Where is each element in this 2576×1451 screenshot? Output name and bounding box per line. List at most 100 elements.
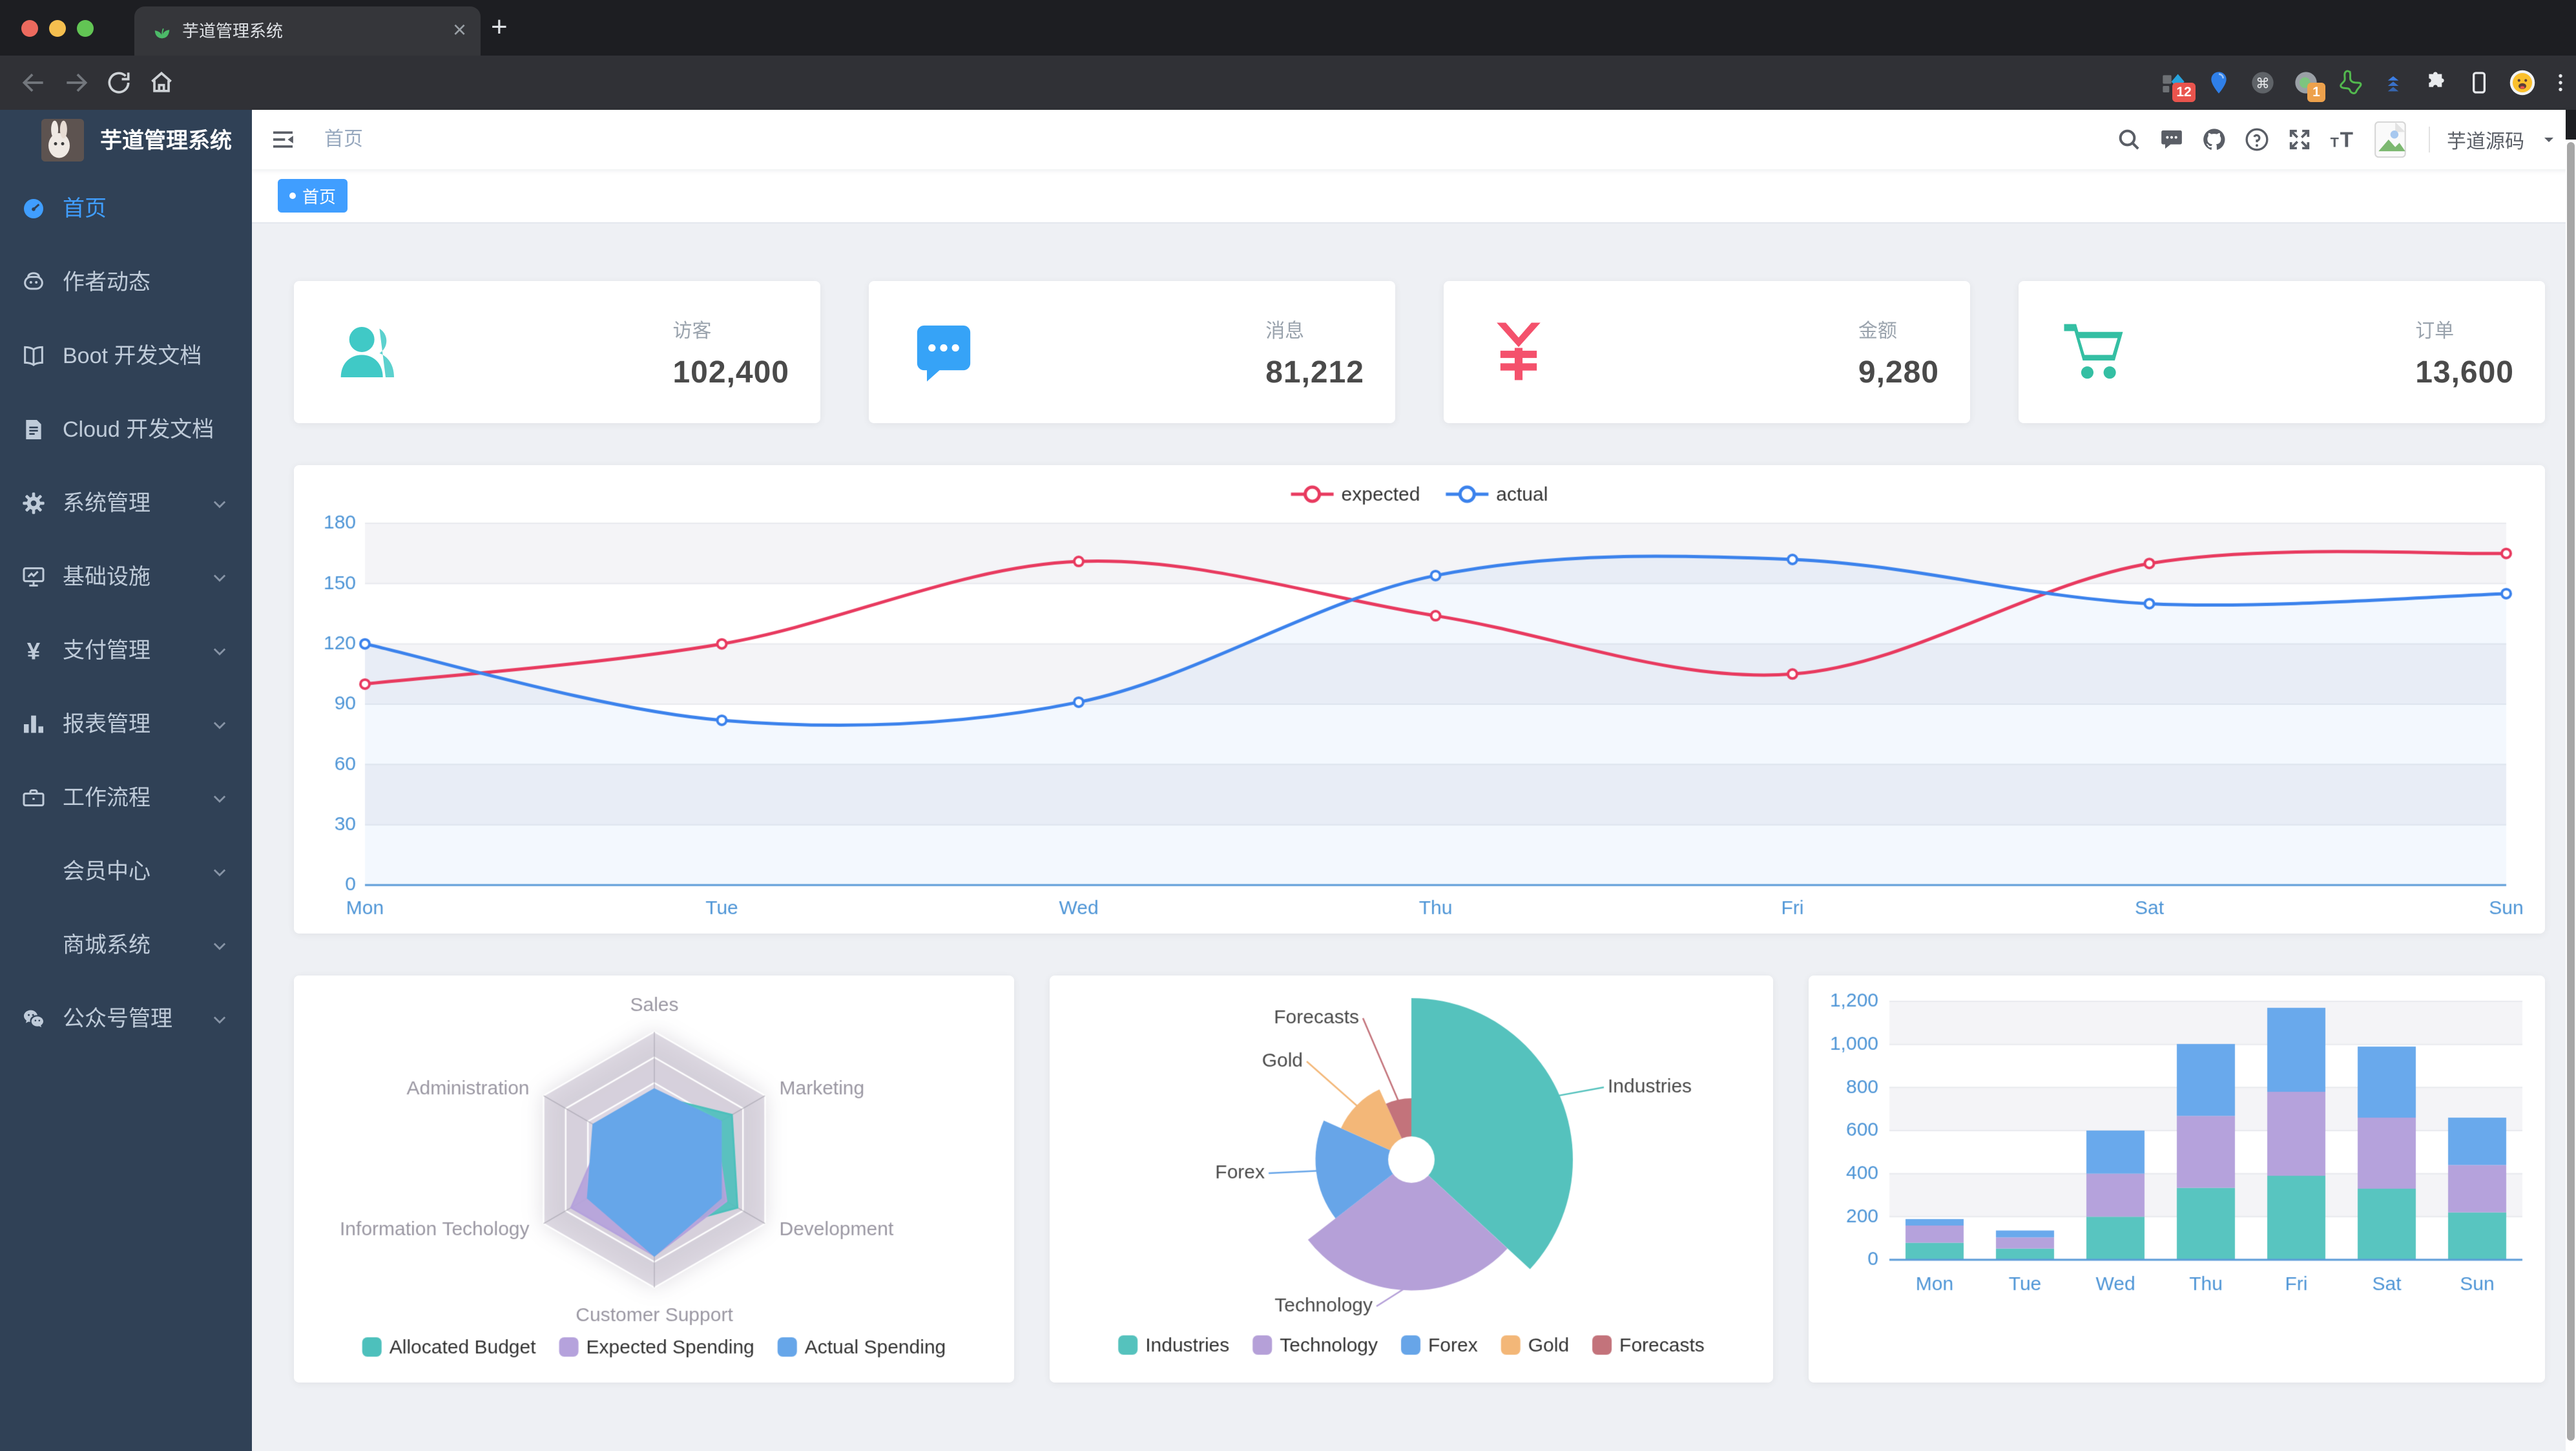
- home-icon[interactable]: [147, 68, 176, 97]
- chevron-down-icon: [213, 501, 226, 508]
- logo-title: 芋道管理系统: [100, 129, 232, 153]
- chevron-down-icon: [213, 574, 226, 582]
- sidebar-item-mall-system[interactable]: 商城系统: [0, 908, 252, 982]
- scrollbar-cap: [2566, 110, 2576, 140]
- message-icon[interactable]: [2159, 127, 2185, 152]
- sidebar: 芋道管理系统 首页 作者动态 Boot 开发文档 Cloud 开发文档 系统管理: [0, 110, 252, 1451]
- line-chart-card: [294, 465, 2545, 934]
- chevron-down-icon: [213, 648, 226, 656]
- sidebar-item-system[interactable]: 系统管理: [0, 466, 252, 540]
- tag-active-dot: [289, 193, 296, 199]
- chevron-down-icon: [213, 869, 226, 877]
- app: 芋道管理系统 首页 作者动态 Boot 开发文档 Cloud 开发文档 系统管理: [0, 110, 2576, 1451]
- stat-label: 订单: [2415, 320, 2455, 342]
- user-avatar[interactable]: [2372, 120, 2412, 160]
- new-tab-button[interactable]: +: [491, 11, 508, 43]
- sidebar-item-author[interactable]: 作者动态: [0, 245, 252, 319]
- caret-down-icon[interactable]: [2541, 132, 2557, 147]
- sidebar-item-label: 工作流程: [63, 786, 151, 810]
- scrollbar-thumb[interactable]: [2567, 142, 2575, 1441]
- extension-chevrons-icon[interactable]: [2380, 70, 2406, 96]
- svg-text:T: T: [2331, 134, 2339, 151]
- fullscreen-icon[interactable]: [2287, 127, 2312, 152]
- radar-chart-card: [294, 976, 1014, 1383]
- sidebar-item-label: Cloud 开发文档: [63, 417, 214, 442]
- yen-icon: ¥: [27, 638, 41, 663]
- sidebar-item-wechat-mp[interactable]: 公众号管理: [0, 982, 252, 1056]
- author-icon: [24, 272, 43, 290]
- book-icon: [24, 346, 43, 366]
- window-zoom-button[interactable]: [77, 20, 94, 37]
- browser-tabstrip: 芋道管理系统 × +: [0, 0, 2576, 56]
- stat-card-messages[interactable]: 消息 81,212: [869, 281, 1395, 423]
- tab-close-icon[interactable]: ×: [452, 16, 466, 43]
- chevron-down-icon: [213, 1016, 226, 1024]
- sidebar-item-label: 商城系统: [63, 933, 151, 957]
- browser-tab[interactable]: 芋道管理系统 ×: [134, 6, 481, 56]
- user-name[interactable]: 芋道源码: [2447, 131, 2524, 152]
- extension-badge: 12: [2172, 83, 2196, 102]
- tab-title: 芋道管理系统: [182, 21, 284, 41]
- sidebar-item-home[interactable]: 首页: [0, 172, 252, 245]
- sidebar-item-boot-docs[interactable]: Boot 开发文档: [0, 319, 252, 393]
- sidebar-item-label: 支付管理: [63, 638, 151, 663]
- stat-card-visitors[interactable]: 访客 102,400: [294, 281, 820, 423]
- stat-label: 访客: [672, 320, 712, 342]
- extension-star-icon[interactable]: [2337, 70, 2363, 96]
- search-icon[interactable]: [2116, 127, 2142, 152]
- tag-label: 首页: [302, 187, 337, 207]
- back-icon[interactable]: [19, 68, 48, 97]
- extension-command-icon[interactable]: ⌘: [2250, 70, 2276, 96]
- bar-chart-icon: [24, 715, 43, 733]
- sidebar-item-label: Boot 开发文档: [63, 344, 202, 368]
- stat-value: 81,212: [1265, 355, 1364, 390]
- device-toolbar-icon[interactable]: [2466, 70, 2492, 96]
- money-icon: [1497, 322, 1541, 381]
- svg-text:¥: ¥: [27, 638, 41, 663]
- stat-label: 消息: [1265, 320, 1305, 342]
- monitor-icon: [23, 567, 45, 587]
- stat-value: 9,280: [1858, 355, 1939, 390]
- breadcrumb[interactable]: 首页: [324, 129, 363, 150]
- tag-home[interactable]: 首页: [278, 179, 348, 213]
- extension-balloon-icon[interactable]: [2206, 70, 2232, 96]
- profile-avatar-icon[interactable]: [2509, 69, 2536, 96]
- sidebar-item-payment[interactable]: ¥ 支付管理: [0, 614, 252, 687]
- radar-chart[interactable]: [294, 976, 1014, 1383]
- stat-label: 金额: [1858, 320, 1897, 342]
- sidebar-item-cloud-docs[interactable]: Cloud 开发文档: [0, 393, 252, 466]
- page-scrollbar[interactable]: [2566, 110, 2576, 1451]
- window-close-button[interactable]: [21, 20, 38, 37]
- extension-badge-2: 1: [2307, 83, 2325, 102]
- chevron-down-icon: [213, 943, 226, 950]
- chevron-down-icon: [213, 795, 226, 803]
- sidebar-item-infrastructure[interactable]: 基础设施: [0, 540, 252, 614]
- help-icon[interactable]: [2244, 127, 2270, 152]
- bar-chart[interactable]: [1809, 976, 2545, 1383]
- document-icon: [26, 420, 41, 439]
- github-icon[interactable]: [2201, 127, 2227, 152]
- window-minimize-button[interactable]: [49, 20, 66, 37]
- sidebar-item-label: 会员中心: [63, 859, 151, 884]
- browser-toolbar: 不安全 dashboard.yudao.iocoder.cn/index 12 …: [0, 56, 2576, 158]
- forward-icon[interactable]: [62, 68, 90, 97]
- sidebar-item-member-center[interactable]: 会员中心: [0, 835, 252, 908]
- sidebar-item-label: 作者动态: [63, 270, 151, 295]
- tab-favicon-seedling-icon: [154, 28, 170, 39]
- extensions-puzzle-icon[interactable]: [2424, 70, 2449, 96]
- browser-menu-icon[interactable]: [2549, 71, 2572, 94]
- stat-card-orders[interactable]: 订单 13,600: [2019, 281, 2545, 423]
- sidebar-item-label: 系统管理: [63, 491, 151, 516]
- line-chart[interactable]: [294, 465, 2545, 934]
- sidebar-item-reports[interactable]: 报表管理: [0, 687, 252, 761]
- logo-image[interactable]: [41, 119, 84, 162]
- chevron-down-icon: [213, 722, 226, 729]
- sidebar-toggle-icon[interactable]: [270, 127, 296, 152]
- sidebar-item-workflow[interactable]: 工作流程: [0, 761, 252, 835]
- stat-card-amount[interactable]: 金额 9,280: [1444, 281, 1970, 423]
- reload-icon[interactable]: [105, 68, 133, 97]
- sidebar-item-label: 基础设施: [63, 565, 151, 589]
- pie-chart[interactable]: [1050, 976, 1773, 1383]
